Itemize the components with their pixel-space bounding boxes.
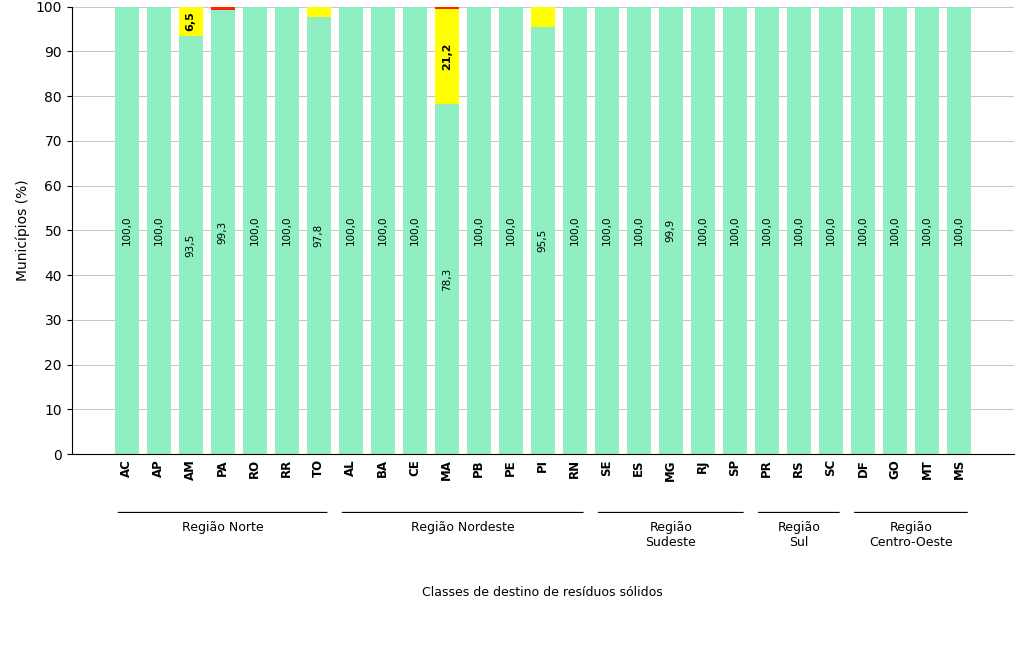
Bar: [178, 7, 203, 36]
Bar: [530, 7, 555, 27]
Bar: [595, 7, 618, 454]
Bar: [115, 7, 138, 454]
Text: Região
Centro-Oeste: Região Centro-Oeste: [869, 521, 952, 548]
Text: 100,0: 100,0: [282, 216, 292, 245]
Bar: [146, 7, 171, 454]
Bar: [274, 7, 299, 454]
Text: 21,2: 21,2: [441, 43, 452, 70]
Text: 100,0: 100,0: [762, 216, 772, 245]
Bar: [530, 27, 555, 454]
Bar: [914, 7, 939, 454]
Text: 97,8: 97,8: [313, 224, 324, 247]
Bar: [627, 7, 651, 454]
Bar: [467, 7, 490, 454]
Text: 95,5: 95,5: [538, 229, 548, 252]
Bar: [947, 7, 971, 454]
Bar: [851, 7, 874, 454]
Text: 100,0: 100,0: [858, 216, 868, 245]
Text: 100,0: 100,0: [730, 216, 739, 245]
Bar: [723, 7, 746, 454]
Text: 100,0: 100,0: [410, 216, 420, 245]
Bar: [755, 7, 779, 454]
Text: 100,0: 100,0: [154, 216, 164, 245]
Text: Região Norte: Região Norte: [181, 521, 263, 534]
Bar: [211, 10, 234, 454]
Text: 100,0: 100,0: [250, 216, 259, 245]
Bar: [371, 7, 394, 454]
Text: 93,5: 93,5: [185, 233, 196, 257]
Text: 100,0: 100,0: [954, 216, 964, 245]
Bar: [786, 7, 811, 454]
Bar: [563, 7, 587, 454]
Text: 100,0: 100,0: [922, 216, 932, 245]
Bar: [883, 7, 907, 454]
Bar: [819, 7, 843, 454]
Text: 100,0: 100,0: [634, 216, 644, 245]
Text: 100,0: 100,0: [890, 216, 900, 245]
Bar: [691, 7, 715, 454]
Bar: [434, 9, 459, 104]
Text: 100,0: 100,0: [826, 216, 836, 245]
Bar: [178, 36, 203, 454]
Bar: [306, 7, 331, 17]
Text: 99,3: 99,3: [217, 220, 227, 244]
Text: 100,0: 100,0: [569, 216, 580, 245]
Text: 100,0: 100,0: [602, 216, 611, 245]
Text: Região Nordeste: Região Nordeste: [411, 521, 514, 534]
Bar: [243, 7, 266, 454]
Text: 100,0: 100,0: [474, 216, 483, 245]
Bar: [306, 17, 331, 454]
Text: 100,0: 100,0: [378, 216, 388, 245]
Text: 100,0: 100,0: [697, 216, 708, 245]
Text: 6,5: 6,5: [185, 11, 196, 31]
Bar: [658, 7, 683, 454]
Text: Região
Sul: Região Sul: [777, 521, 820, 548]
Text: 100,0: 100,0: [794, 216, 804, 245]
Text: 100,0: 100,0: [506, 216, 516, 245]
Bar: [499, 7, 522, 454]
Text: 100,0: 100,0: [122, 216, 131, 245]
Bar: [434, 104, 459, 454]
Text: 99,9: 99,9: [666, 219, 676, 242]
Text: 78,3: 78,3: [441, 267, 452, 291]
Text: 100,0: 100,0: [346, 216, 355, 245]
Text: Região
Sudeste: Região Sudeste: [645, 521, 696, 548]
Bar: [211, 7, 234, 10]
Y-axis label: Municípios (%): Municípios (%): [15, 180, 30, 281]
Bar: [434, 7, 459, 9]
Bar: [402, 7, 427, 454]
Bar: [339, 7, 362, 454]
Text: Classes de destino de resíduos sólidos: Classes de destino de resíduos sólidos: [422, 587, 664, 599]
